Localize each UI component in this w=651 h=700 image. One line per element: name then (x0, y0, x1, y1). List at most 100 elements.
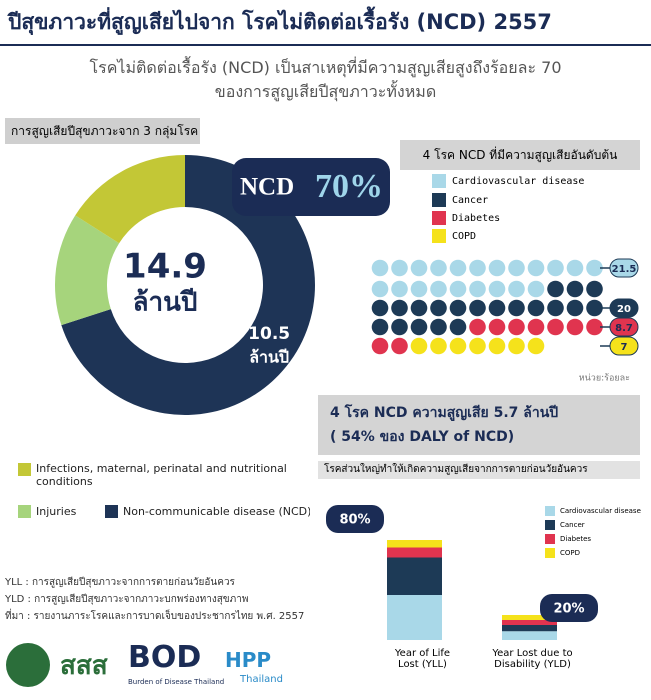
dot (527, 280, 545, 298)
value-bubble (609, 258, 639, 278)
section-title: 4 โรค NCD ความสูญเสีย 5.7 ล้านปี (330, 405, 559, 421)
total-value: 14.9 (123, 247, 207, 287)
legend-label: Infections, maternal, perinatal and nutr… (36, 462, 287, 488)
total-label: 20% (553, 602, 584, 617)
value-label: 8.7 (615, 323, 633, 334)
value-label: 20 (617, 304, 631, 315)
dot (488, 318, 506, 336)
bar-segment (502, 615, 557, 620)
note: YLD : การสูญเสียปีสุขภาวะจากภาวะบกพร่องท… (5, 594, 249, 605)
logo-icon (6, 643, 50, 687)
dot (410, 318, 428, 336)
total-badge (326, 505, 384, 533)
dot (547, 318, 564, 336)
dot (566, 259, 584, 277)
bar-segment (387, 557, 442, 595)
dot (566, 280, 584, 298)
note: โรคส่วนใหญ่ทำให้เกิดความสูญเสียจากการตาย… (318, 461, 640, 479)
dot (410, 299, 428, 317)
badge-name: NCD (240, 174, 294, 201)
logo-caption: Burden of Disease Thailand (128, 678, 225, 686)
note: YLL : การสูญเสียปีสุขภาวะจากการตายก่อนวั… (5, 577, 235, 588)
title: ปีสุขภาวะที่สูญเสียไปจาก โรคไม่ติดต่อเรื… (8, 10, 552, 34)
donut-slice (75, 155, 185, 244)
dot (586, 280, 603, 298)
legend-label: Cancer (452, 195, 488, 206)
legend-swatch (545, 534, 555, 544)
dot (391, 318, 408, 336)
dot (527, 299, 545, 317)
dot (508, 280, 525, 298)
legend-swatch (432, 211, 446, 225)
legend-swatch (545, 520, 555, 530)
logo: BOD (128, 640, 202, 675)
value-bubble (609, 298, 639, 318)
dot (508, 337, 525, 355)
dot (391, 259, 408, 277)
bar-segment (502, 631, 557, 640)
dot (547, 299, 564, 317)
legend-label: COPD (560, 549, 580, 557)
value-bubble (609, 336, 639, 356)
dot (410, 337, 428, 355)
dot (488, 299, 506, 317)
dot (469, 280, 486, 298)
bar-segment (387, 547, 442, 558)
legend-label: Diabetes (560, 535, 591, 543)
dot (527, 337, 545, 355)
bar-segment (387, 540, 442, 548)
dot (547, 280, 564, 298)
logo-caption: Thailand (240, 674, 283, 685)
total-badge (540, 594, 598, 622)
dot (586, 318, 603, 336)
rule (0, 44, 651, 46)
dot (371, 337, 389, 355)
legend-label: Cardiovascular disease (560, 507, 641, 515)
subtitle: โรคไม่ติดต่อเรื้อรัง (NCD) เป็นสาเหตุที่… (89, 58, 562, 77)
dot (391, 337, 408, 355)
dot (586, 259, 603, 277)
legend-label: Cancer (560, 521, 585, 529)
dot (566, 318, 584, 336)
badge-value: 70% (315, 168, 383, 205)
legend-swatch (545, 548, 555, 558)
dot (488, 337, 506, 355)
dot (586, 299, 603, 317)
dot (371, 259, 389, 277)
legend-swatch (432, 229, 446, 243)
legend-label: Diabetes (452, 213, 500, 224)
legend-swatch (432, 193, 446, 207)
section-tag: 4 โรค NCD ที่มีความสูญเสียอันดับต้น (400, 140, 640, 170)
donut-slice (55, 215, 120, 326)
section-box (318, 395, 640, 455)
dot (430, 299, 447, 317)
dot (430, 259, 447, 277)
dot (508, 259, 525, 277)
slice-unit: ล้านปี (249, 348, 289, 367)
value-label: 7 (621, 342, 628, 353)
dot (488, 259, 506, 277)
legend-swatch (18, 463, 31, 476)
dot (449, 280, 467, 298)
dot (371, 299, 389, 317)
dot (508, 318, 525, 336)
section-subtitle: ( 54% ของ DALY of NCD) (330, 429, 515, 445)
dot (469, 337, 486, 355)
dot (430, 337, 447, 355)
legend-swatch (105, 505, 118, 518)
bar-segment (502, 620, 557, 625)
total-unit: ล้านปี (133, 288, 198, 318)
logo: สสส (60, 651, 108, 681)
dot (410, 259, 428, 277)
bar-segment (387, 595, 442, 640)
note: ที่มา : รายงานภาระโรคและการบาดเจ็บของประ… (5, 611, 305, 622)
dot (430, 280, 447, 298)
dot (488, 280, 506, 298)
dot (391, 299, 408, 317)
logo: HPP (225, 648, 272, 672)
dot (410, 280, 428, 298)
dot (430, 318, 447, 336)
dot (371, 318, 389, 336)
dot (508, 299, 525, 317)
